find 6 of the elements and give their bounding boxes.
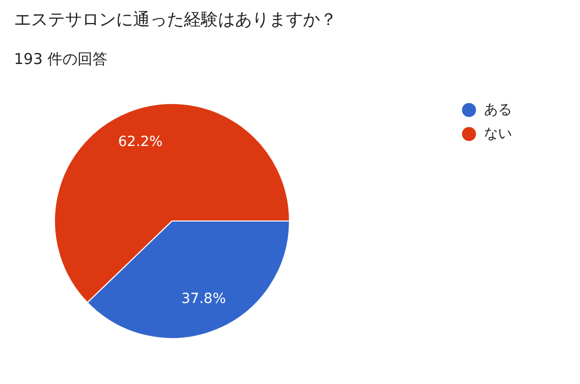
chart-title: エステサロンに通った経験はありますか？ [14,9,337,31]
chart-subtitle: 193 件の回答 [14,50,108,69]
data-label: 62.2% [118,134,163,150]
data-label: 37.8% [181,291,226,308]
legend-label: ある [484,101,512,119]
legend-label: ない [484,125,512,143]
